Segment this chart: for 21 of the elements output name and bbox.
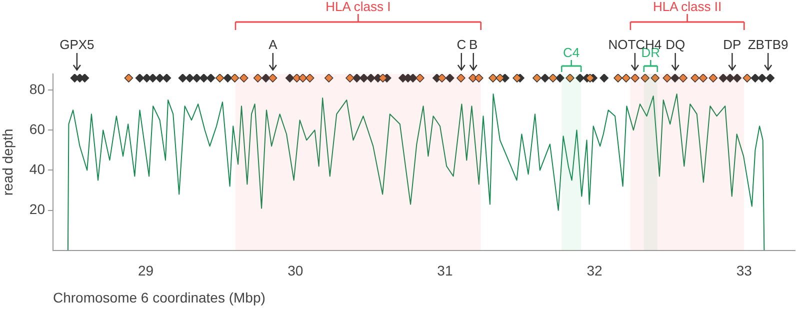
y-tick-label: 80 (29, 80, 46, 97)
y-tick-label: 60 (29, 120, 46, 137)
annotation: GPX5 (60, 37, 94, 52)
annotation: A (268, 37, 278, 52)
y-axis-title: read depth (0, 128, 16, 196)
x-axis-title: Chromosome 6 coordinates (Mbp) (53, 289, 266, 306)
band-label: HLA class II (652, 0, 722, 14)
x-tick-label: 33 (736, 262, 752, 279)
annotation: DP (723, 37, 742, 52)
annotation: ZBTB9 (748, 37, 788, 52)
annotation: C (456, 37, 466, 52)
x-tick-label: 29 (138, 262, 154, 279)
annotation: DQ (666, 37, 686, 52)
y-tick-label: 20 (29, 201, 46, 218)
band-label: HLA class I (326, 0, 391, 14)
x-tick-label: 31 (437, 262, 453, 279)
x-tick-label: 32 (586, 262, 603, 279)
y-tick-label: 40 (29, 161, 46, 178)
x-tick-label: 30 (288, 262, 304, 279)
band-label: C4 (563, 45, 580, 60)
annotation: B (469, 37, 478, 52)
